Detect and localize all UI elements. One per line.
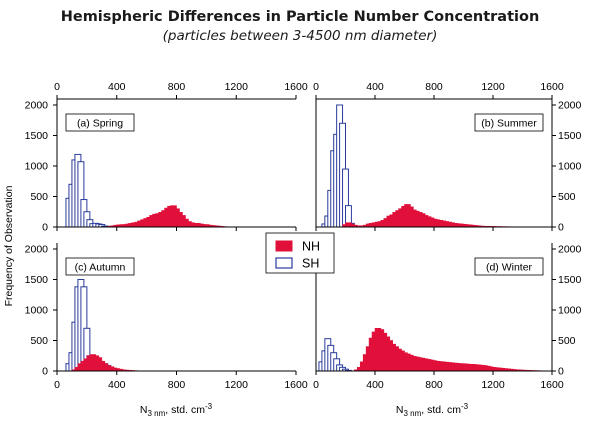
x-tick-label: 0	[313, 81, 319, 93]
x-tick-label: 800	[168, 379, 186, 391]
x-tick-label: 1600	[540, 379, 564, 391]
x-tick-label: 1200	[481, 379, 505, 391]
y-tick-label: 1000	[25, 305, 49, 317]
x-tick-label: 800	[425, 81, 443, 93]
legend-sh-label: SH	[302, 257, 319, 271]
x-tick-label: 1600	[540, 81, 564, 93]
y-tick-label: 2000	[25, 100, 49, 112]
x-tick-label: 400	[108, 81, 126, 93]
panel-label-box	[65, 113, 135, 132]
y-tick-label: 500	[558, 335, 576, 347]
x-label-mid: , std. cm	[165, 404, 205, 416]
chart-title: Hemispheric Differences in Particle Numb…	[61, 9, 540, 25]
y-tick-label: 2000	[558, 244, 582, 256]
chart-subtitle: (particles between 3-4500 nm diameter)	[163, 28, 438, 44]
x-tick-label: 1200	[481, 81, 505, 93]
x-tick-label: 0	[54, 379, 60, 391]
x-tick-label: 1600	[284, 379, 308, 391]
y-tick-label: 500	[30, 335, 48, 347]
x-tick-label: 400	[108, 379, 126, 391]
y-tick-label: 0	[42, 222, 48, 234]
legend-nh-label: NH	[302, 240, 320, 254]
panel-spring: (a) Spring	[56, 99, 296, 228]
x-label-sub: 3 nm	[403, 409, 421, 418]
panel-winter: (d) Winter	[315, 243, 553, 372]
y-tick-label: 500	[558, 191, 576, 203]
x-tick-label: 800	[168, 81, 186, 93]
panel-label: (b) Summer	[481, 118, 537, 130]
y-tick-label: 0	[558, 366, 564, 378]
y-tick-label: 1500	[558, 130, 582, 142]
y-tick-label: 500	[30, 191, 48, 203]
x-tick-label: 400	[366, 81, 384, 93]
panel-label-box	[474, 257, 544, 276]
y-axis-label: Frequency of Observation	[3, 185, 15, 306]
y-tick-label: 1000	[25, 161, 49, 173]
x-tick-label: 0	[54, 81, 60, 93]
y-tick-label: 1500	[25, 274, 49, 286]
x-tick-label: 1200	[225, 81, 249, 93]
x-tick-label: 1200	[225, 379, 249, 391]
y-tick-label: 1500	[25, 130, 49, 142]
x-axis-label-right: N3 nm, std. cm-3	[396, 402, 469, 418]
x-tick-label: 0	[313, 379, 319, 391]
legend-nh-swatch	[275, 240, 293, 252]
panel-label: (a) Spring	[77, 118, 123, 130]
x-label-prefix: N	[396, 404, 404, 416]
y-tick-label: 1000	[558, 161, 582, 173]
x-label-sub: 3 nm	[147, 409, 165, 418]
x-tick-label: 800	[425, 379, 443, 391]
legend: NH SH	[265, 232, 335, 274]
x-label-prefix: N	[140, 404, 148, 416]
x-tick-label: 400	[366, 379, 384, 391]
panel-label: (d) Winter	[486, 262, 533, 274]
x-label-mid: , std. cm	[421, 404, 461, 416]
x-tick-label: 1600	[284, 81, 308, 93]
x-label-sup: -3	[461, 402, 469, 411]
panel-autumn: (c) Autumn	[56, 243, 296, 372]
x-label-sup: -3	[205, 402, 213, 411]
y-tick-label: 1000	[558, 305, 582, 317]
y-tick-label: 0	[42, 366, 48, 378]
legend-sh-swatch	[275, 257, 293, 269]
panel-label: (c) Autumn	[75, 262, 126, 274]
x-axis-label-left: N3 nm, std. cm-3	[140, 402, 213, 418]
panel-label-box	[65, 257, 135, 276]
y-tick-label: 2000	[25, 244, 49, 256]
panel-label-box	[474, 113, 544, 132]
y-tick-label: 0	[558, 222, 564, 234]
y-tick-label: 1500	[558, 274, 582, 286]
y-tick-label: 2000	[558, 100, 582, 112]
panel-summer: (b) Summer	[315, 99, 553, 228]
